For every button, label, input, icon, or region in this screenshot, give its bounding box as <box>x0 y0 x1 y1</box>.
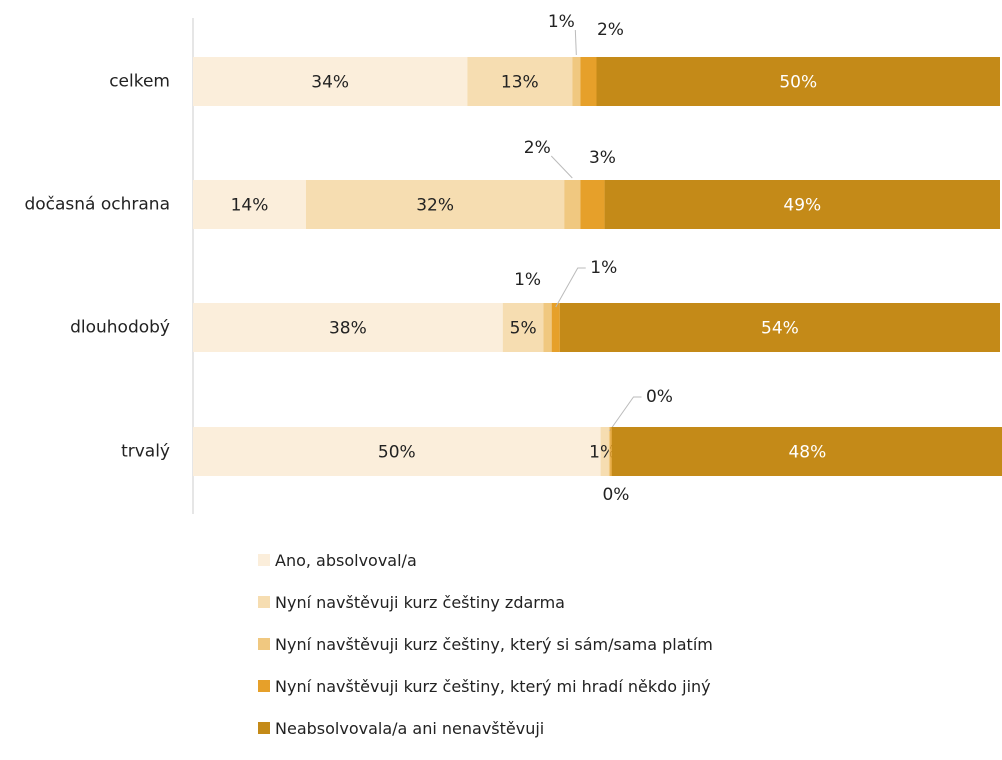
data-label: 54% <box>761 319 799 339</box>
legend-label: Ano, absolvoval/a <box>275 550 417 570</box>
legend-item: Nyní navštěvuji kurz češtiny, který si s… <box>258 634 713 654</box>
data-label: 0% <box>602 485 629 505</box>
leader-line <box>550 155 573 179</box>
bar-segment <box>608 427 611 476</box>
legend-item: Nyní navštěvuji kurz češtiny, který mi h… <box>258 676 713 696</box>
bar-segment <box>551 303 560 352</box>
legend-item: Ano, absolvoval/a <box>258 550 713 570</box>
legend-label: Neabsolvovala/a ani nenavštěvuji <box>275 718 545 738</box>
legend-swatch <box>258 722 270 734</box>
bar-segment <box>305 180 565 229</box>
data-label: 49% <box>783 196 821 216</box>
bar-segment <box>572 57 581 106</box>
bar-segment <box>564 180 581 229</box>
legend-swatch <box>258 554 270 566</box>
bar-segment <box>611 427 1002 476</box>
data-label: 2% <box>524 138 551 158</box>
data-label: 34% <box>311 73 349 93</box>
bar-segment <box>559 303 1000 352</box>
bar-segment <box>580 180 605 229</box>
category-label: dlouhodobý <box>70 318 170 338</box>
data-label: 2% <box>597 20 624 40</box>
bar-segment <box>580 57 597 106</box>
bar-segment <box>502 303 544 352</box>
category-label: trvalý <box>121 442 170 462</box>
data-label: 1% <box>514 270 541 290</box>
category-label: dočasná ochrana <box>24 195 170 215</box>
bar-segment <box>596 57 1000 106</box>
data-label: 0% <box>646 387 673 407</box>
bar-segment <box>193 427 601 476</box>
leader-line <box>574 29 577 56</box>
legend: Ano, absolvoval/a Nyní navštěvuji kurz če… <box>258 550 713 760</box>
bar-segment <box>193 57 468 106</box>
data-label: 13% <box>501 73 539 93</box>
bar-segment <box>543 303 552 352</box>
stacked-bar-chart: celkem dočasná ochrana dlouhodobý trvalý 34%… <box>24 12 1002 514</box>
data-label: 3% <box>589 148 616 168</box>
data-label: 50% <box>779 73 817 93</box>
data-label: 5% <box>510 319 537 339</box>
legend-swatch <box>258 638 270 650</box>
legend-item: Nyní navštěvuji kurz češtiny zdarma <box>258 592 713 612</box>
data-label: 50% <box>378 443 416 463</box>
bar-segment <box>604 180 1000 229</box>
legend-label: Nyní navštěvuji kurz češtiny, který mi h… <box>275 676 711 696</box>
category-label: celkem <box>109 72 170 92</box>
data-label: 1% <box>548 12 575 32</box>
bar-segment <box>193 303 503 352</box>
leader-line <box>555 267 586 308</box>
leader-line <box>609 396 642 432</box>
data-label: 38% <box>329 319 367 339</box>
legend-item: Neabsolvovala/a ani nenavštěvuji <box>258 718 713 738</box>
legend-label: Nyní navštěvuji kurz češtiny, který si s… <box>275 634 713 654</box>
data-label: 48% <box>788 443 826 463</box>
legend-label: Nyní navštěvuji kurz češtiny zdarma <box>275 592 565 612</box>
legend-swatch <box>258 596 270 608</box>
data-label: 1% <box>590 258 617 278</box>
bar-segment <box>610 427 612 476</box>
bar-segment <box>600 427 609 476</box>
bar-segment <box>467 57 573 106</box>
bar-segment <box>193 180 306 229</box>
data-label: 32% <box>416 196 454 216</box>
data-label: 14% <box>231 196 269 216</box>
legend-swatch <box>258 680 270 692</box>
